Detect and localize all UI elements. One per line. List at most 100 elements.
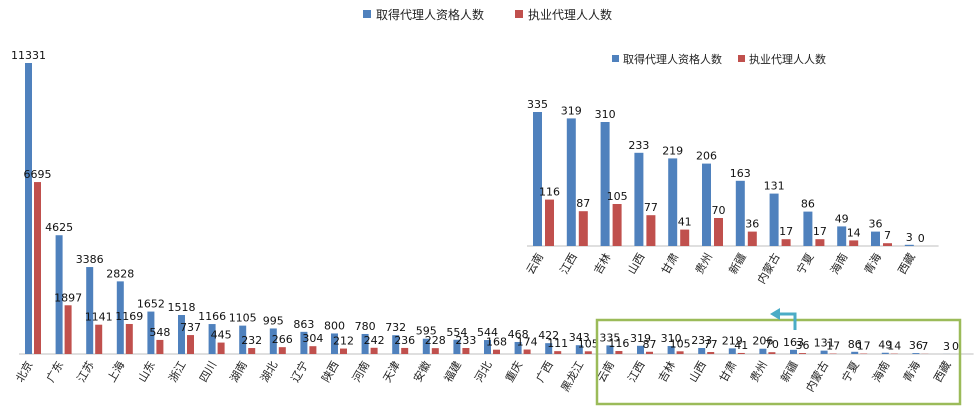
main-value-label-series-a: 468 bbox=[508, 328, 529, 341]
main-category-label: 重庆 bbox=[502, 359, 525, 385]
main-category-label: 甘肃 bbox=[717, 359, 739, 385]
inset-value-label-series-a: 163 bbox=[730, 167, 751, 180]
inset-value-label-series-b: 17 bbox=[813, 225, 827, 238]
main-bar-series-b bbox=[462, 348, 470, 354]
main-category-label: 天津 bbox=[381, 359, 403, 385]
main-bar-series-b bbox=[768, 352, 776, 354]
main-value-label-series-a: 4625 bbox=[45, 221, 73, 234]
inset-value-label-series-b: 0 bbox=[918, 232, 925, 245]
inset-category-label: 甘肃 bbox=[659, 251, 681, 277]
inset-value-label-series-a: 233 bbox=[628, 139, 649, 152]
main-category-label: 新疆 bbox=[777, 359, 800, 385]
main-bar-series-a bbox=[484, 340, 491, 354]
inset-value-label-series-b: 116 bbox=[539, 186, 560, 199]
inset-value-label-series-a: 310 bbox=[595, 108, 616, 121]
inset-bar-series-a bbox=[735, 180, 745, 246]
main-bar-series-a bbox=[453, 339, 461, 354]
main-value-label-series-a: 422 bbox=[538, 329, 559, 342]
inset-bar-series-b bbox=[883, 243, 892, 246]
inset-value-label-series-b: 77 bbox=[644, 201, 658, 214]
main-value-label-series-a: 335 bbox=[599, 331, 620, 344]
main-bar-series-a bbox=[912, 353, 920, 354]
main-bar-series-b bbox=[370, 347, 378, 354]
main-bar-series-b bbox=[187, 335, 194, 354]
highlight-box bbox=[595, 318, 962, 406]
inset-category-label: 江西 bbox=[558, 251, 580, 277]
main-value-label-series-a: 1166 bbox=[198, 310, 226, 323]
main-value-label-series-b: 105 bbox=[670, 337, 691, 350]
inset-bar-series-a bbox=[668, 158, 678, 246]
main-bar-series-b bbox=[676, 351, 684, 354]
main-category-label: 辽宁 bbox=[288, 359, 311, 385]
inset-category-label: 海南 bbox=[827, 251, 850, 277]
main-value-label-series-b: 737 bbox=[180, 321, 201, 334]
inset-bar-series-b bbox=[714, 218, 723, 246]
main-value-label-series-a: 319 bbox=[630, 332, 651, 345]
main-category-label: 内蒙古 bbox=[803, 359, 832, 395]
inset-category-label: 云南 bbox=[524, 251, 546, 277]
inset-bar-series-b bbox=[849, 240, 859, 246]
main-category-label: 吉林 bbox=[655, 359, 678, 385]
main-bar-series-a bbox=[698, 348, 706, 354]
main-bar-series-a bbox=[208, 324, 216, 354]
main-value-label-series-b: 0 bbox=[952, 340, 959, 353]
main-category-label: 湖南 bbox=[228, 359, 250, 385]
inset-legend-label-series-a: 取得代理人资格人数 bbox=[623, 52, 722, 66]
main-value-label-series-b: 17 bbox=[857, 340, 871, 353]
main-value-label-series-b: 1897 bbox=[54, 291, 82, 304]
main-value-label-series-b: 111 bbox=[547, 337, 568, 350]
main-value-label-series-a: 554 bbox=[446, 326, 467, 339]
callout-arrow-icon bbox=[778, 312, 797, 330]
inset-bar-series-a bbox=[566, 118, 576, 246]
inset-bar-series-b bbox=[781, 239, 791, 246]
main-value-label-series-b: 105 bbox=[578, 337, 599, 350]
main-value-label-series-a: 131 bbox=[814, 337, 835, 350]
main-category-label: 上海 bbox=[104, 359, 127, 385]
main-value-label-series-b: 236 bbox=[394, 334, 415, 347]
main-category-label: 黑龙江 bbox=[559, 359, 587, 394]
inset-category-label: 山西 bbox=[625, 251, 647, 277]
main-value-label-series-b: 87 bbox=[643, 338, 657, 351]
inset-bar-series-b bbox=[815, 239, 825, 246]
main-value-label-series-a: 163 bbox=[783, 336, 804, 349]
main-value-label-series-a: 1518 bbox=[168, 301, 196, 314]
inset-legend-label-series-b: 执业代理人人数 bbox=[749, 52, 826, 66]
main-legend: 取得代理人资格人数 执业代理人人数 bbox=[363, 7, 612, 22]
main-category-label: 贵州 bbox=[748, 359, 770, 385]
main-value-label-series-a: 2828 bbox=[106, 267, 134, 280]
main-bar-series-b bbox=[737, 352, 745, 354]
main-bar-series-a bbox=[178, 315, 185, 354]
main-category-label: 福建 bbox=[441, 359, 464, 385]
main-bar-series-b bbox=[278, 347, 286, 354]
main-value-label-series-b: 77 bbox=[704, 338, 718, 351]
inset-bar-series-b bbox=[578, 211, 588, 246]
main-value-label-series-a: 1652 bbox=[137, 298, 165, 311]
main-bar-series-a bbox=[269, 328, 277, 354]
main-value-label-series-b: 445 bbox=[211, 329, 232, 342]
inset-value-label-series-a: 131 bbox=[764, 180, 785, 193]
inset-legend-swatch-series-a bbox=[612, 55, 619, 62]
main-value-label-series-b: 228 bbox=[425, 334, 446, 347]
main-bar-series-a bbox=[361, 333, 369, 354]
inset-value-label-series-a: 36 bbox=[869, 218, 883, 231]
main-value-label-series-b: 1141 bbox=[85, 311, 113, 324]
main-value-label-series-a: 3 bbox=[943, 340, 950, 353]
main-bar-series-a bbox=[545, 343, 553, 354]
main-bar-series-b bbox=[125, 323, 133, 354]
main-bar-series-a bbox=[790, 349, 797, 354]
inset-value-label-series-b: 87 bbox=[576, 197, 590, 210]
main-value-label-series-a: 3386 bbox=[76, 253, 104, 266]
main-value-label-series-a: 343 bbox=[569, 331, 590, 344]
main-bar-series-b bbox=[248, 348, 256, 354]
main-bar-series-a bbox=[606, 345, 614, 354]
main-bar-series-a bbox=[820, 350, 828, 354]
main-bar-series-b bbox=[646, 351, 653, 354]
main-category-label: 青海 bbox=[900, 359, 923, 385]
main-bar-series-a bbox=[392, 335, 400, 354]
main-category-label: 宁夏 bbox=[839, 359, 862, 385]
inset-legend: 取得代理人资格人数 执业代理人人数 bbox=[612, 52, 826, 66]
inset-category-label: 青海 bbox=[861, 251, 884, 277]
main-value-label-series-a: 233 bbox=[691, 334, 712, 347]
